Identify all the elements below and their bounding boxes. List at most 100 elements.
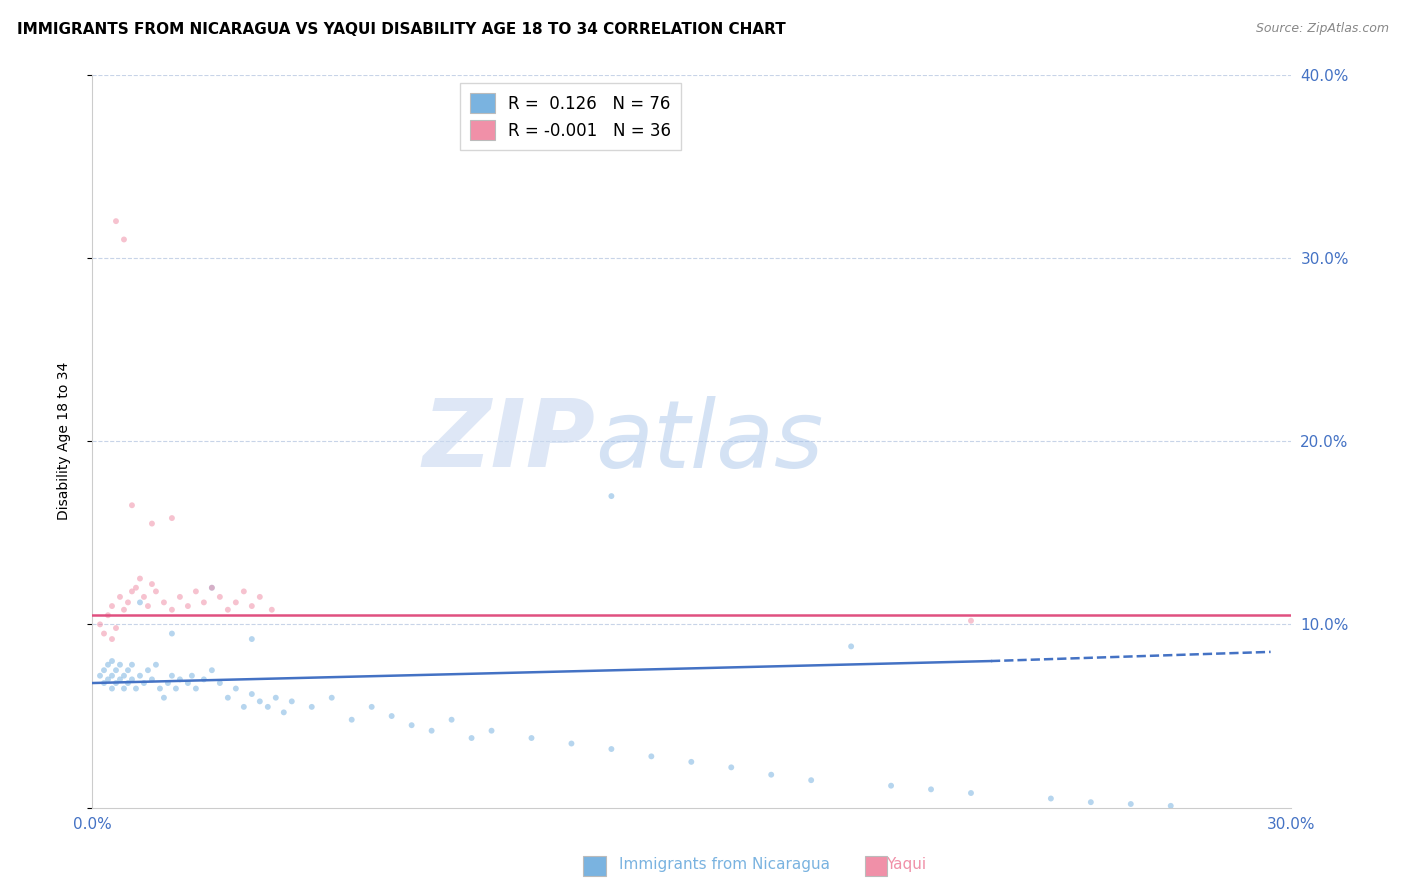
Point: [264, 690, 287, 705]
Point: [93, 626, 115, 640]
Point: [273, 706, 295, 720]
Point: [481, 723, 503, 738]
Point: [201, 581, 224, 595]
Point: [960, 614, 983, 628]
Point: [169, 673, 191, 687]
Point: [256, 699, 278, 714]
Point: [108, 590, 131, 604]
Point: [232, 584, 254, 599]
Point: [225, 681, 247, 696]
Point: [117, 676, 139, 690]
Point: [321, 690, 343, 705]
Legend: R =  0.126   N = 76, R = -0.001   N = 36: R = 0.126 N = 76, R = -0.001 N = 36: [460, 83, 682, 150]
Point: [217, 603, 239, 617]
Point: [93, 676, 115, 690]
Point: [440, 713, 463, 727]
Point: [960, 786, 983, 800]
Point: [169, 590, 191, 604]
Point: [381, 709, 404, 723]
Point: [145, 657, 167, 672]
Point: [121, 657, 143, 672]
Point: [180, 669, 202, 683]
Point: [240, 687, 263, 701]
Point: [260, 603, 283, 617]
Point: [201, 663, 224, 677]
Point: [89, 669, 111, 683]
Point: [640, 749, 662, 764]
Point: [217, 690, 239, 705]
Point: [89, 617, 111, 632]
Text: Source: ZipAtlas.com: Source: ZipAtlas.com: [1256, 22, 1389, 36]
Point: [160, 669, 183, 683]
Point: [121, 584, 143, 599]
Point: [800, 773, 823, 788]
Point: [281, 694, 304, 708]
Point: [360, 699, 382, 714]
Y-axis label: Disability Age 18 to 34: Disability Age 18 to 34: [58, 362, 72, 520]
Point: [600, 489, 623, 503]
Point: [136, 599, 159, 613]
Point: [761, 767, 783, 781]
Point: [240, 599, 263, 613]
Point: [117, 595, 139, 609]
Point: [401, 718, 423, 732]
Point: [104, 621, 127, 635]
Point: [560, 737, 582, 751]
Point: [104, 214, 127, 228]
Point: [132, 590, 155, 604]
Point: [129, 669, 152, 683]
Point: [240, 632, 263, 646]
Point: [160, 603, 183, 617]
Text: IMMIGRANTS FROM NICARAGUA VS YAQUI DISABILITY AGE 18 TO 34 CORRELATION CHART: IMMIGRANTS FROM NICARAGUA VS YAQUI DISAB…: [17, 22, 786, 37]
Point: [160, 511, 183, 525]
Point: [108, 673, 131, 687]
Point: [193, 673, 215, 687]
Point: [149, 681, 172, 696]
Point: [184, 681, 207, 696]
Point: [112, 681, 135, 696]
Point: [112, 669, 135, 683]
Point: [156, 676, 179, 690]
Point: [1119, 797, 1142, 811]
Point: [101, 669, 124, 683]
Point: [681, 755, 703, 769]
Point: [101, 681, 124, 696]
Text: Immigrants from Nicaragua: Immigrants from Nicaragua: [619, 857, 830, 872]
Point: [165, 681, 187, 696]
Text: ZIP: ZIP: [423, 395, 595, 487]
Point: [1080, 795, 1102, 809]
Point: [132, 676, 155, 690]
Point: [141, 516, 163, 531]
Point: [104, 663, 127, 677]
Point: [460, 731, 482, 745]
Point: [112, 232, 135, 246]
Point: [225, 595, 247, 609]
Point: [108, 657, 131, 672]
Point: [201, 581, 224, 595]
Point: [153, 595, 176, 609]
Point: [600, 742, 623, 756]
Point: [208, 676, 231, 690]
Point: [184, 584, 207, 599]
Text: atlas: atlas: [595, 395, 824, 487]
Point: [520, 731, 543, 745]
Point: [141, 577, 163, 591]
Point: [160, 626, 183, 640]
Point: [141, 673, 163, 687]
Point: [193, 595, 215, 609]
Point: [125, 581, 148, 595]
Point: [920, 782, 942, 797]
Point: [301, 699, 323, 714]
Point: [340, 713, 363, 727]
Point: [145, 584, 167, 599]
Point: [249, 694, 271, 708]
Point: [880, 779, 903, 793]
Point: [93, 663, 115, 677]
Point: [97, 673, 120, 687]
Point: [136, 663, 159, 677]
Point: [117, 663, 139, 677]
Point: [101, 632, 124, 646]
Point: [1039, 791, 1062, 805]
Point: [101, 654, 124, 668]
Point: [121, 673, 143, 687]
